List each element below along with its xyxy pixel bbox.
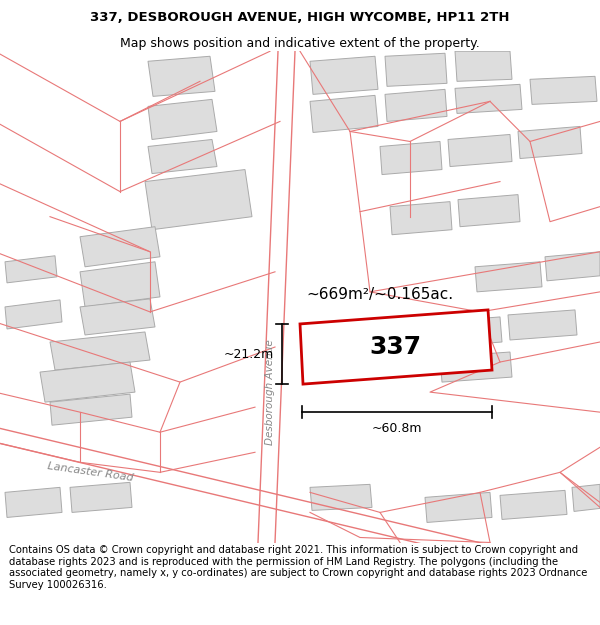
Polygon shape bbox=[50, 332, 150, 370]
Polygon shape bbox=[310, 96, 378, 132]
Polygon shape bbox=[380, 141, 442, 174]
Polygon shape bbox=[530, 76, 597, 104]
Text: 337, DESBOROUGH AVENUE, HIGH WYCOMBE, HP11 2TH: 337, DESBOROUGH AVENUE, HIGH WYCOMBE, HP… bbox=[90, 11, 510, 24]
Polygon shape bbox=[310, 56, 378, 94]
Polygon shape bbox=[508, 310, 577, 340]
Text: Map shows position and indicative extent of the property.: Map shows position and indicative extent… bbox=[120, 37, 480, 50]
Polygon shape bbox=[518, 126, 582, 159]
Polygon shape bbox=[5, 488, 62, 518]
Polygon shape bbox=[80, 262, 160, 307]
Polygon shape bbox=[425, 492, 492, 522]
Polygon shape bbox=[455, 51, 512, 81]
Polygon shape bbox=[390, 202, 452, 235]
Text: Lancaster Road: Lancaster Road bbox=[46, 461, 134, 483]
Polygon shape bbox=[440, 352, 512, 382]
Text: Contains OS data © Crown copyright and database right 2021. This information is : Contains OS data © Crown copyright and d… bbox=[9, 545, 587, 590]
Text: Desborough Avenue: Desborough Avenue bbox=[265, 339, 275, 445]
Polygon shape bbox=[80, 227, 160, 267]
Polygon shape bbox=[500, 491, 567, 519]
Polygon shape bbox=[455, 84, 522, 113]
Polygon shape bbox=[40, 362, 135, 402]
Polygon shape bbox=[80, 299, 155, 335]
Polygon shape bbox=[70, 482, 132, 512]
Polygon shape bbox=[385, 53, 447, 86]
Polygon shape bbox=[310, 484, 372, 511]
Polygon shape bbox=[148, 99, 217, 139]
Text: ~21.2m: ~21.2m bbox=[224, 348, 274, 361]
Polygon shape bbox=[572, 484, 600, 511]
Polygon shape bbox=[385, 89, 447, 121]
Polygon shape bbox=[148, 56, 215, 96]
Polygon shape bbox=[300, 310, 492, 384]
Text: ~60.8m: ~60.8m bbox=[372, 422, 422, 435]
Polygon shape bbox=[475, 262, 542, 292]
Polygon shape bbox=[5, 300, 62, 329]
Polygon shape bbox=[145, 169, 252, 230]
Polygon shape bbox=[545, 252, 600, 281]
Text: ~669m²/~0.165ac.: ~669m²/~0.165ac. bbox=[307, 287, 454, 302]
Polygon shape bbox=[448, 134, 512, 166]
Text: 337: 337 bbox=[370, 335, 422, 359]
Polygon shape bbox=[435, 317, 502, 347]
Polygon shape bbox=[5, 256, 57, 283]
Polygon shape bbox=[148, 139, 217, 174]
Polygon shape bbox=[458, 194, 520, 227]
Polygon shape bbox=[50, 394, 132, 425]
